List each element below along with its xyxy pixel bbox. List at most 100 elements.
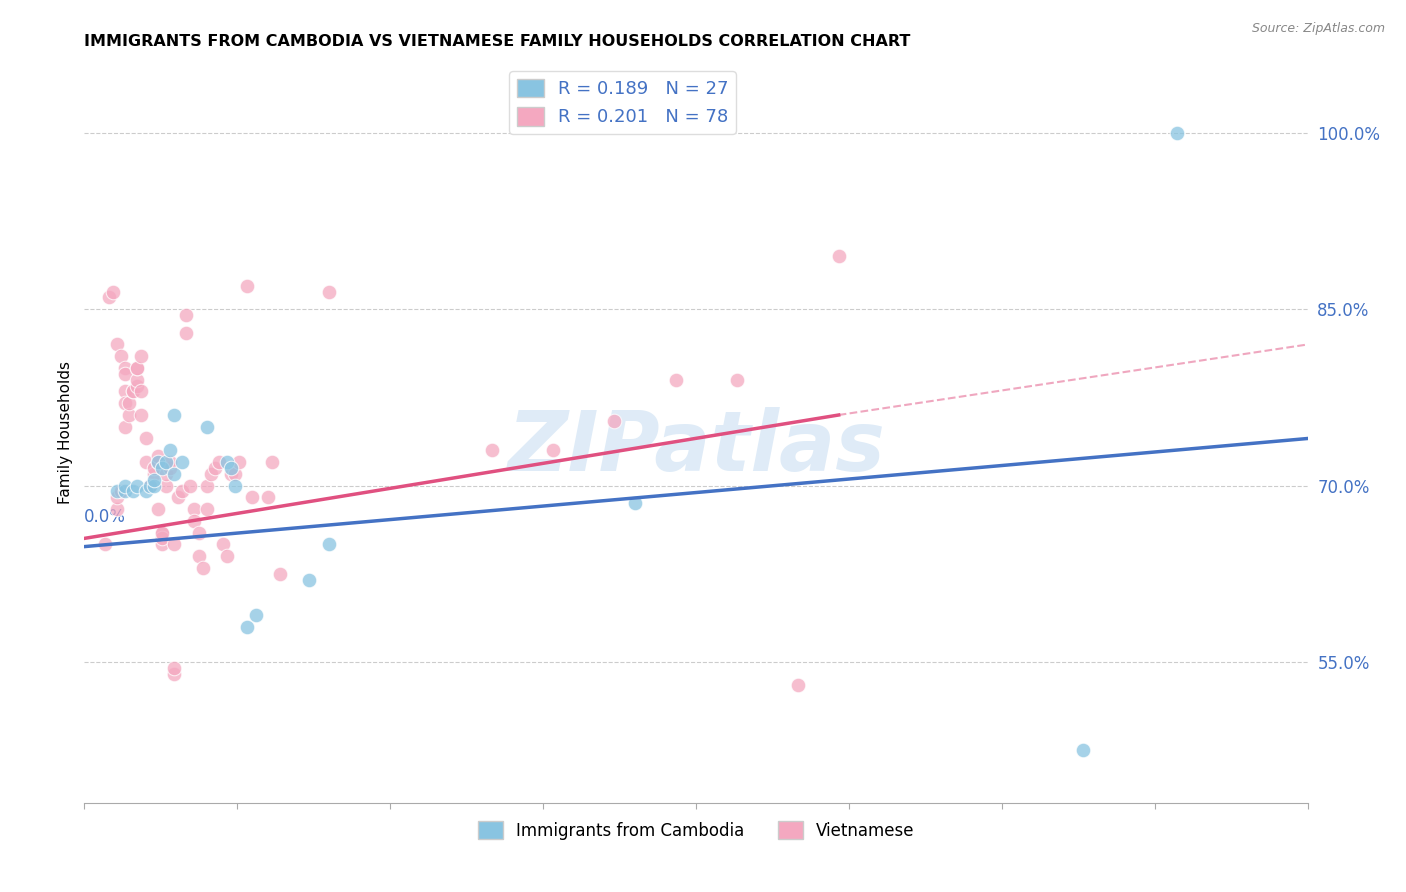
Point (155, 467, 177, 481)
Point (318, 537, 340, 551)
Point (163, 537, 186, 551)
Point (603, 414, 626, 428)
Point (150, 525, 173, 540)
Point (257, 490, 280, 504)
Point (114, 478, 136, 492)
Point (114, 361, 136, 376)
Point (127, 361, 149, 376)
Point (187, 549, 209, 563)
Point (131, 384, 153, 399)
Point (105, 490, 128, 504)
Point (159, 443, 181, 458)
Point (163, 660, 186, 674)
Point (219, 461, 242, 475)
Point (105, 502, 128, 516)
Point (135, 484, 157, 499)
Point (167, 490, 190, 504)
Point (224, 478, 246, 492)
Point (146, 502, 169, 516)
Point (236, 619, 259, 633)
Point (298, 573, 321, 587)
Point (219, 467, 242, 481)
Point (183, 502, 205, 516)
Point (110, 484, 132, 499)
Point (212, 537, 235, 551)
Point (481, 443, 503, 458)
Point (787, 678, 810, 692)
Point (240, 490, 263, 504)
Point (150, 461, 173, 475)
Point (105, 484, 128, 499)
Point (122, 484, 145, 499)
Point (101, 285, 124, 299)
Point (127, 361, 149, 376)
Point (142, 478, 165, 492)
Point (114, 384, 136, 399)
Text: IMMIGRANTS FROM CAMBODIA VS VIETNAMESE FAMILY HOUSEHOLDS CORRELATION CHART: IMMIGRANTS FROM CAMBODIA VS VIETNAMESE F… (84, 34, 911, 49)
Point (138, 478, 160, 492)
Point (172, 455, 194, 469)
Point (159, 455, 181, 469)
Point (217, 549, 239, 563)
Text: Source: ZipAtlas.com: Source: ZipAtlas.com (1251, 22, 1385, 36)
Point (114, 396, 136, 410)
Point (318, 285, 340, 299)
Point (93, 537, 115, 551)
Point (179, 478, 201, 492)
Point (127, 378, 149, 392)
Point (146, 455, 169, 469)
Point (131, 349, 153, 363)
Point (543, 443, 565, 458)
Point (122, 384, 145, 399)
Point (195, 419, 218, 434)
Point (135, 432, 157, 446)
Point (228, 455, 250, 469)
Point (138, 478, 160, 492)
Text: ZIPatlas: ZIPatlas (508, 407, 884, 488)
Point (260, 455, 283, 469)
Point (142, 467, 165, 481)
Point (828, 249, 851, 263)
Point (131, 408, 153, 422)
Point (174, 308, 197, 322)
Point (127, 478, 149, 492)
Point (624, 496, 647, 510)
Point (204, 461, 226, 475)
Y-axis label: Family Households: Family Households (58, 361, 73, 504)
Point (135, 455, 157, 469)
Point (110, 349, 132, 363)
Point (195, 478, 218, 492)
Point (114, 367, 136, 381)
Point (245, 607, 267, 622)
Point (269, 566, 291, 581)
Point (146, 449, 169, 463)
Point (1166, 126, 1188, 140)
Point (725, 373, 748, 387)
Point (118, 408, 141, 422)
Point (155, 478, 177, 492)
Point (105, 337, 128, 351)
Point (150, 525, 173, 540)
Point (150, 532, 173, 546)
Point (191, 561, 214, 575)
Point (224, 467, 246, 481)
Legend: Immigrants from Cambodia, Vietnamese: Immigrants from Cambodia, Vietnamese (471, 814, 921, 847)
Text: 0.0%: 0.0% (84, 508, 127, 526)
Point (200, 467, 222, 481)
Point (172, 484, 194, 499)
Point (174, 326, 197, 340)
Point (150, 537, 173, 551)
Point (183, 514, 205, 528)
Point (138, 478, 160, 492)
Point (236, 278, 259, 293)
Point (665, 373, 688, 387)
Point (195, 502, 218, 516)
Point (159, 461, 181, 475)
Point (142, 461, 165, 475)
Point (97, 290, 120, 304)
Point (163, 467, 186, 481)
Point (208, 455, 231, 469)
Point (118, 396, 141, 410)
Point (163, 666, 186, 681)
Point (217, 455, 239, 469)
